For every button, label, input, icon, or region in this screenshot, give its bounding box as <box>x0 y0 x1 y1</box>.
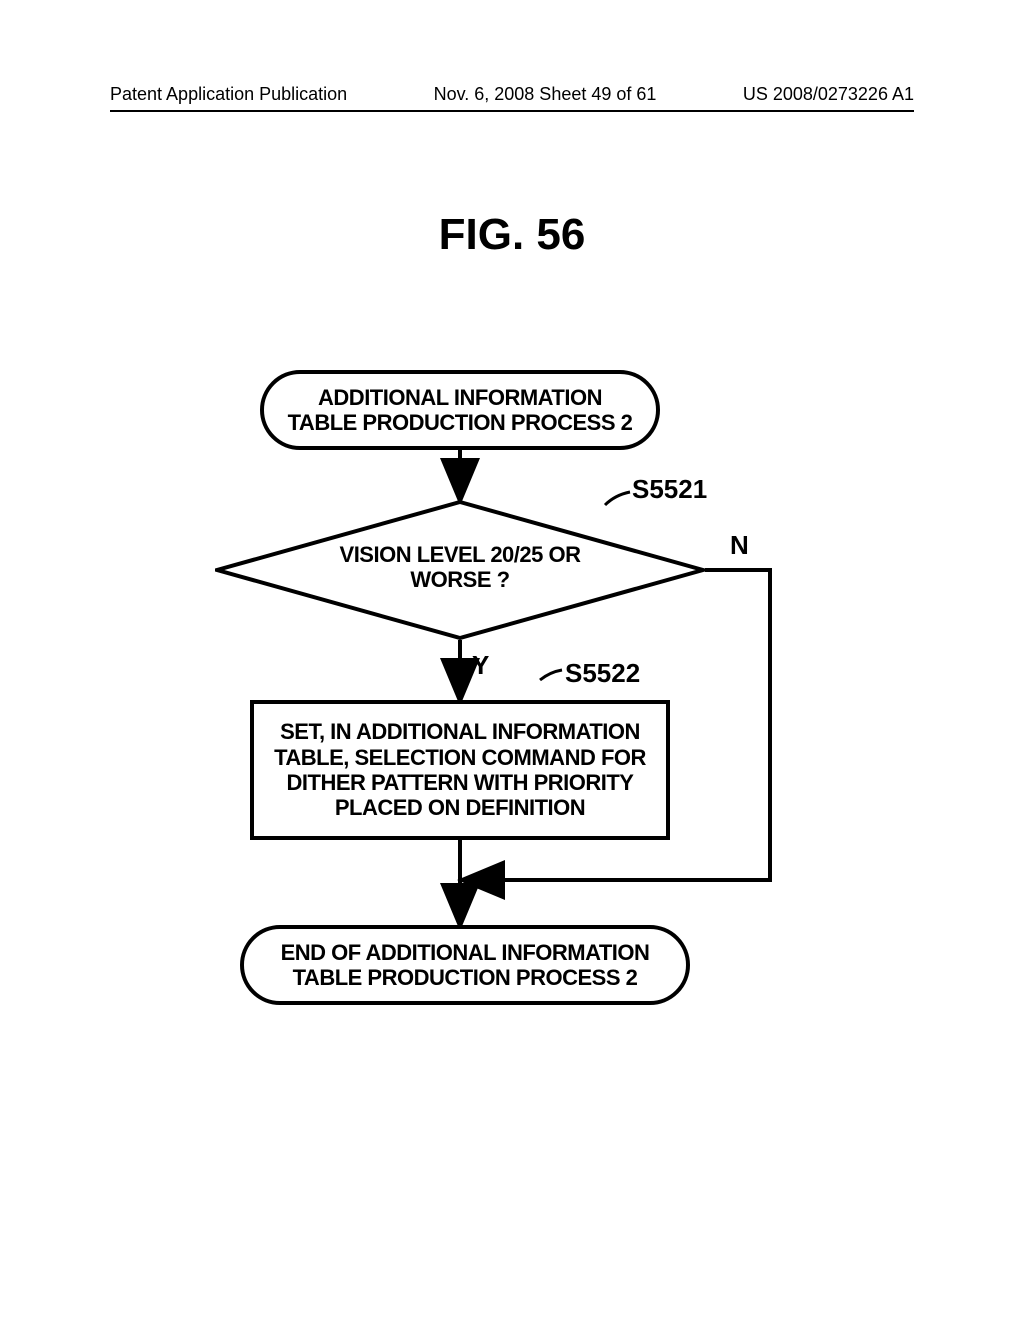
flowchart-end: END OF ADDITIONAL INFORMATION TABLE PROD… <box>240 925 690 1005</box>
header-divider <box>110 110 914 112</box>
step-label-s5521: S5521 <box>632 474 707 505</box>
flowchart-start: ADDITIONAL INFORMATION TABLE PRODUCTION … <box>260 370 660 450</box>
step-label-s5522: S5522 <box>565 658 640 689</box>
branch-label-yes: Y <box>472 650 489 681</box>
end-line-1: END OF ADDITIONAL INFORMATION <box>281 940 650 965</box>
decision-line-2: WORSE ? <box>410 567 509 592</box>
process-line-2: TABLE, SELECTION COMMAND FOR <box>274 745 646 770</box>
figure-title: FIG. 56 <box>0 210 1024 260</box>
branch-label-no: N <box>730 530 749 561</box>
start-line-2: TABLE PRODUCTION PROCESS 2 <box>288 410 633 435</box>
end-line-2: TABLE PRODUCTION PROCESS 2 <box>293 965 638 990</box>
header-center: Nov. 6, 2008 Sheet 49 of 61 <box>434 84 657 105</box>
process-line-4: PLACED ON DEFINITION <box>335 795 585 820</box>
header-right: US 2008/0273226 A1 <box>743 84 914 105</box>
decision-line-1: VISION LEVEL 20/25 OR <box>340 542 581 567</box>
page-header: Patent Application Publication Nov. 6, 2… <box>110 84 914 105</box>
start-line-1: ADDITIONAL INFORMATION <box>318 385 602 410</box>
decision-text: VISION LEVEL 20/25 OR WORSE ? <box>215 542 705 593</box>
flowchart-decision: VISION LEVEL 20/25 OR WORSE ? <box>215 500 705 640</box>
process-line-1: SET, IN ADDITIONAL INFORMATION <box>280 719 640 744</box>
flowchart-process: SET, IN ADDITIONAL INFORMATION TABLE, SE… <box>250 700 670 840</box>
header-left: Patent Application Publication <box>110 84 347 105</box>
process-line-3: DITHER PATTERN WITH PRIORITY <box>287 770 634 795</box>
